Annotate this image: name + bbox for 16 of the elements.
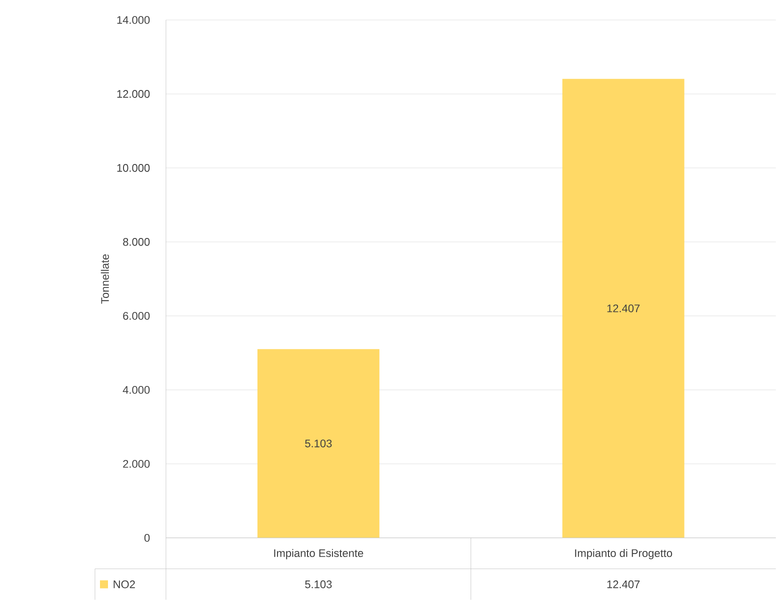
y-tick-label: 14.000: [117, 16, 150, 24]
x-tick-label: Impianto di Progetto: [575, 549, 672, 560]
data-label: 5.103: [305, 580, 332, 588]
y-tick-label: 8.000: [123, 238, 150, 246]
y-tick-label: 4.000: [122, 386, 150, 394]
data-label: 12.407: [607, 580, 640, 588]
y-tick-label: 12.000: [117, 90, 150, 98]
text: 12.407: [607, 304, 640, 312]
y-axis-title: Tonnellate: [100, 254, 109, 304]
text: 5.103: [305, 440, 332, 448]
y-tick-label: 2.000: [123, 460, 150, 468]
y-tick-label: 0: [144, 534, 150, 542]
x-tick-label: Impianto Esistente: [274, 549, 364, 560]
y-tick-label: 10.000: [117, 164, 150, 172]
legend-label: NO2: [114, 580, 135, 588]
y-tick-label: 6.000: [123, 312, 150, 320]
